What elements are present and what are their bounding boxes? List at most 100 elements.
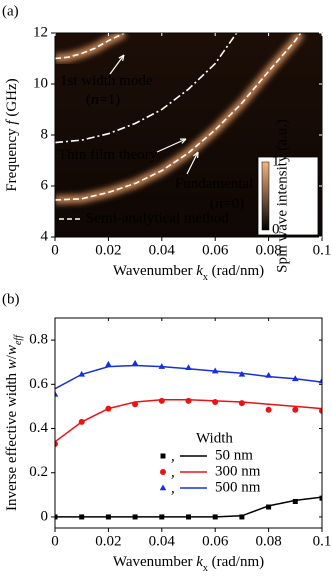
point bbox=[319, 407, 322, 414]
x-tick-label: 0.02 bbox=[95, 242, 121, 258]
x-tick-label: 0 bbox=[51, 242, 59, 258]
y-axis-label: Frequency f (GHz) bbox=[4, 78, 20, 191]
label-part: x bbox=[203, 563, 208, 574]
label-part: w bbox=[4, 345, 20, 355]
y-tick-label: 0.8 bbox=[29, 332, 48, 348]
legend-marker bbox=[160, 469, 166, 475]
x-tick-label: 0.04 bbox=[149, 242, 176, 258]
label-part: 1st width mode bbox=[60, 73, 153, 89]
point bbox=[265, 371, 272, 378]
legend-separator: , bbox=[171, 464, 175, 480]
label-part: eff bbox=[13, 334, 24, 345]
legend-separator: , bbox=[171, 480, 175, 496]
panel: (b), 50 nm, 300 nm, 500 nm Width 0 0.02 0.04 0.0… bbox=[2, 291, 331, 573]
y-tick-label: 6 bbox=[41, 177, 49, 193]
dispersion-curve bbox=[55, 33, 238, 144]
x-tick-label: 0.04 bbox=[149, 533, 176, 549]
point bbox=[105, 405, 112, 412]
annotation: 1st width mode bbox=[60, 73, 153, 89]
label-part: w bbox=[4, 359, 20, 369]
label-part: Inverse effective width bbox=[4, 369, 20, 511]
x-tick-label: 0 bbox=[51, 533, 59, 549]
point bbox=[105, 360, 112, 367]
panel: (a)1st width mode(n=1)Thin film theoryFu… bbox=[2, 3, 331, 282]
point bbox=[159, 514, 165, 520]
point bbox=[158, 363, 166, 369]
legend-separator: , bbox=[171, 448, 175, 464]
x-tick-label: 0.1 bbox=[313, 242, 332, 258]
fit-line bbox=[55, 496, 322, 518]
colorbar-tick-label: 0 bbox=[272, 221, 280, 237]
legend-marker bbox=[159, 484, 167, 491]
plot-area bbox=[55, 359, 322, 520]
label-part: Thin film theory bbox=[58, 147, 158, 163]
point bbox=[185, 397, 192, 404]
y-tick-label: 0 bbox=[41, 508, 49, 524]
x-tick-label: 0.06 bbox=[202, 242, 229, 258]
arrow bbox=[109, 54, 125, 75]
point bbox=[131, 359, 139, 366]
colorbar-label: Spin wave intensity (a.u.) bbox=[274, 119, 290, 273]
label-part: ( bbox=[86, 92, 91, 108]
label-part: k bbox=[196, 263, 203, 279]
y-tick-label: 12 bbox=[33, 24, 48, 40]
point bbox=[238, 400, 245, 407]
colorbar-scale bbox=[261, 161, 270, 231]
x-tick-label: 0.08 bbox=[255, 533, 281, 549]
point bbox=[105, 514, 111, 520]
point bbox=[292, 375, 299, 382]
x-tick-label: 0.08 bbox=[255, 242, 281, 258]
label-part: Frequency bbox=[4, 125, 20, 192]
legend-label: 50 nm bbox=[215, 447, 253, 463]
label-part: (rad/nm) bbox=[208, 263, 264, 279]
panel-label: (b) bbox=[2, 291, 20, 307]
label-part: ( bbox=[210, 196, 215, 212]
axes-frame bbox=[54, 317, 323, 529]
x-axis-label: Wavenumber kx (rad/nm) bbox=[113, 554, 264, 573]
legend-marker bbox=[160, 453, 166, 459]
label-part: f bbox=[4, 119, 20, 125]
y-axis-label: Inverse effective width w/weff bbox=[4, 334, 23, 511]
point bbox=[185, 364, 192, 371]
arrow bbox=[186, 151, 199, 175]
point bbox=[211, 367, 219, 374]
point bbox=[78, 418, 85, 425]
point bbox=[79, 514, 85, 520]
label-part: n bbox=[215, 196, 223, 212]
plot-area bbox=[55, 33, 322, 237]
arrow-head bbox=[179, 138, 187, 144]
point bbox=[239, 514, 245, 520]
arrow-head bbox=[193, 151, 199, 159]
point bbox=[158, 397, 165, 404]
point bbox=[132, 401, 139, 408]
legend-label: 500 nm bbox=[215, 479, 261, 495]
x-tick-label: 0.02 bbox=[95, 533, 121, 549]
label-part: Wavenumber bbox=[113, 263, 196, 279]
y-tick-label: 0.6 bbox=[29, 376, 48, 392]
y-tick-label: 4 bbox=[41, 228, 49, 244]
x-tick-label: 0.06 bbox=[202, 533, 229, 549]
label-part: n bbox=[91, 92, 99, 108]
point bbox=[55, 441, 58, 447]
fit-line bbox=[55, 399, 322, 443]
label-part: (rad/nm) bbox=[208, 554, 264, 570]
label-part: (GHz) bbox=[4, 78, 20, 120]
point bbox=[212, 514, 218, 520]
point bbox=[132, 514, 138, 520]
legend-label: 300 nm bbox=[215, 463, 261, 479]
label-part: =1) bbox=[99, 92, 120, 108]
label-part: Wavenumber bbox=[113, 554, 196, 570]
label-part: =0) bbox=[223, 196, 244, 212]
y-tick-label: 0.2 bbox=[29, 464, 48, 480]
y-tick-label: 8 bbox=[41, 126, 49, 142]
legend-label: Semi-analytical method bbox=[86, 210, 229, 226]
legend-title: Width bbox=[196, 430, 233, 446]
dispersion-curve bbox=[55, 33, 125, 60]
annotation: (n=1) bbox=[86, 92, 120, 108]
panel-label: (a) bbox=[2, 3, 19, 19]
annotation: Thin film theory bbox=[58, 147, 158, 163]
dispersion-curve bbox=[55, 33, 302, 201]
x-axis-label: Wavenumber kx (rad/nm) bbox=[113, 263, 264, 282]
y-tick-label: 0.4 bbox=[29, 420, 48, 436]
